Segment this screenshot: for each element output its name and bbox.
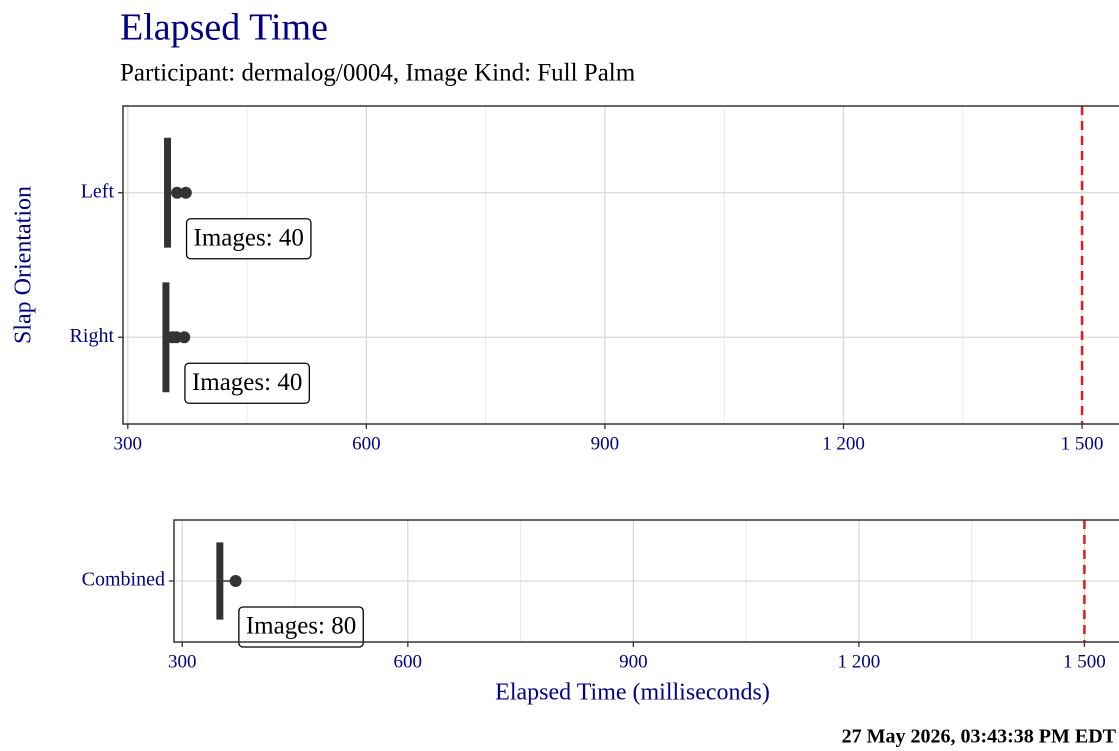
x-tick-label: 300 bbox=[168, 651, 197, 672]
y-tick-label: Combined bbox=[82, 569, 165, 591]
x-tick-label: 1 500 bbox=[1063, 651, 1106, 672]
outlier bbox=[229, 575, 242, 587]
y-tick-label: Right bbox=[70, 325, 115, 347]
outlier bbox=[178, 331, 191, 344]
x-tick-label: 300 bbox=[114, 433, 143, 454]
panel-border bbox=[122, 105, 1119, 425]
x-tick-label: 1 200 bbox=[837, 651, 880, 672]
panel-border bbox=[173, 519, 1119, 643]
annotation: Images: 80 bbox=[246, 613, 356, 640]
x-tick-label: 600 bbox=[394, 651, 423, 672]
y-tick-label: Left bbox=[81, 180, 115, 202]
annotation-box bbox=[184, 362, 310, 404]
y-axis-label: Slap Orientation bbox=[11, 186, 37, 344]
title: Elapsed Time bbox=[120, 7, 328, 49]
outlier bbox=[179, 186, 192, 199]
annotation-box bbox=[185, 218, 312, 260]
x-axis-label: Elapsed Time (milliseconds) bbox=[495, 680, 770, 706]
timestamp: 27 May 2026, 03:43:38 PM EDT bbox=[842, 726, 1117, 748]
annotation: Images: 40 bbox=[194, 224, 304, 251]
x-tick-label: 600 bbox=[352, 433, 381, 454]
annotation-box bbox=[238, 606, 364, 648]
subtitle: Participant: dermalog/0004, Image Kind: … bbox=[120, 60, 636, 87]
x-tick-label: 900 bbox=[591, 433, 620, 454]
annotation: Images: 40 bbox=[192, 369, 302, 396]
x-tick-label: 1 200 bbox=[822, 433, 865, 454]
x-tick-label: 1 500 bbox=[1061, 433, 1104, 454]
outlier bbox=[171, 186, 184, 199]
x-tick-label: 900 bbox=[619, 651, 648, 672]
